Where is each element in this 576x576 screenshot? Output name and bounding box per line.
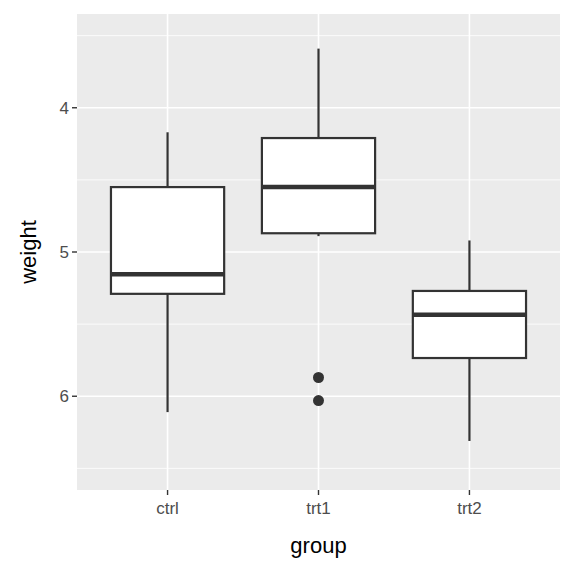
median bbox=[111, 272, 224, 277]
x-tick-label: ctrl bbox=[156, 499, 179, 518]
y-tick-label: 6 bbox=[60, 387, 69, 406]
y-tick-label: 4 bbox=[60, 99, 69, 118]
whisker bbox=[468, 358, 470, 441]
y-tick-label: 5 bbox=[60, 243, 69, 262]
x-tick bbox=[318, 490, 319, 495]
whisker bbox=[166, 132, 168, 187]
box bbox=[111, 187, 224, 294]
x-axis-title: group bbox=[290, 533, 346, 558]
median bbox=[413, 312, 526, 317]
outlier bbox=[313, 372, 324, 383]
x-tick-label: trt2 bbox=[457, 499, 482, 518]
y-tick bbox=[72, 396, 77, 397]
x-tick-label: trt1 bbox=[306, 499, 331, 518]
x-tick bbox=[167, 490, 168, 495]
box bbox=[262, 138, 375, 233]
boxes bbox=[111, 49, 526, 441]
panel bbox=[77, 14, 560, 490]
x-tick bbox=[469, 490, 470, 495]
y-tick bbox=[72, 107, 77, 108]
whisker bbox=[468, 240, 470, 290]
whisker bbox=[317, 49, 319, 138]
y-tick bbox=[72, 251, 77, 252]
grid-line-x bbox=[469, 14, 471, 490]
box bbox=[413, 291, 526, 358]
outlier bbox=[313, 395, 324, 406]
y-axis-title: weight bbox=[16, 220, 41, 285]
whisker bbox=[166, 294, 168, 412]
grid-line-x bbox=[318, 14, 320, 490]
median bbox=[262, 185, 375, 190]
